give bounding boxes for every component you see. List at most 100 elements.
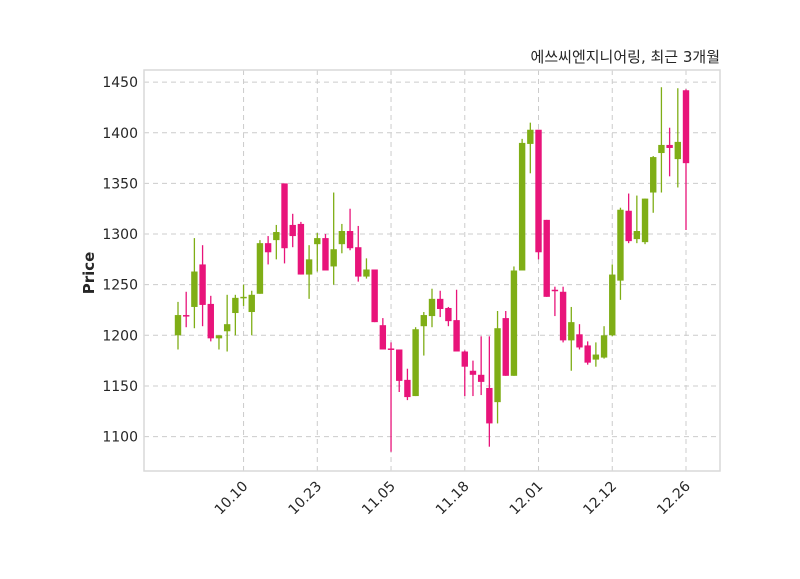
candle-body: [396, 349, 403, 381]
candle-up: [600, 326, 608, 359]
candle-down: [289, 213, 296, 248]
candle-body: [576, 334, 583, 348]
candle-body: [297, 223, 305, 275]
candle-up: [650, 156, 657, 213]
candle-up: [338, 223, 346, 254]
candle-down: [477, 336, 485, 396]
chart-title: 에쓰씨엔지니어링, 최근 3개월: [531, 48, 720, 66]
candles: [174, 87, 690, 452]
candle-body: [404, 379, 411, 398]
candle-up: [518, 138, 526, 271]
candle-down: [281, 183, 288, 264]
candle-body: [625, 210, 632, 242]
x-tick-label: 12.01: [507, 479, 547, 519]
candle-body: [633, 231, 641, 240]
y-tick-label: 1450: [102, 75, 138, 91]
candle-body: [314, 238, 321, 245]
x-tick-label: 10.10: [212, 479, 252, 519]
candle-body: [641, 198, 649, 243]
candle-body: [232, 297, 239, 314]
candle-body: [584, 345, 591, 363]
x-tick-label: 11.18: [433, 479, 473, 519]
candle-up: [658, 87, 665, 193]
candle-up: [232, 294, 239, 336]
candle-body: [346, 231, 354, 249]
candle-body: [264, 243, 272, 253]
candle-down: [584, 341, 591, 365]
candle-down: [666, 127, 673, 177]
candle-up: [609, 264, 616, 337]
candle-body: [379, 325, 387, 350]
candle-down: [182, 291, 190, 328]
candle-up: [633, 195, 641, 244]
candle-down: [543, 219, 550, 297]
y-axis-label: Price: [80, 252, 98, 295]
candle-body: [551, 289, 559, 292]
candle-down: [297, 221, 305, 275]
candle-up: [330, 192, 337, 285]
x-axis: 10.10 10.23 11.05 11.18 12.01 12.12 12.26: [212, 478, 694, 518]
candle-body: [543, 219, 550, 297]
candle-body: [617, 209, 624, 281]
candle-body: [273, 232, 280, 241]
candle-down: [682, 89, 690, 230]
candle-up: [314, 233, 321, 272]
candle-body: [240, 296, 247, 299]
candle-body: [322, 238, 329, 271]
candle-body: [486, 387, 493, 424]
candle-body: [182, 315, 190, 317]
candle-down: [396, 349, 403, 393]
y-tick-label: 1100: [102, 430, 138, 446]
candle-down: [371, 269, 378, 323]
candle-body: [207, 303, 214, 339]
candle-down: [387, 342, 395, 452]
grid-lines: [144, 70, 720, 471]
y-tick-label: 1350: [102, 176, 138, 192]
candle-up: [215, 335, 223, 350]
candle-body: [191, 271, 198, 307]
candle-body: [674, 141, 682, 160]
candle-up: [641, 198, 649, 245]
candle-body: [477, 374, 485, 382]
candle-body: [355, 247, 362, 277]
candle-body: [609, 274, 616, 336]
candle-down: [322, 234, 329, 271]
candle-body: [215, 335, 223, 339]
candle-body: [568, 322, 575, 341]
candle-down: [355, 225, 362, 282]
candle-down: [469, 360, 477, 397]
candle-body: [248, 294, 255, 313]
candle-body: [363, 269, 370, 277]
candle-up: [363, 258, 370, 279]
candle-body: [469, 370, 477, 375]
candle-body: [461, 351, 468, 367]
candle-body: [600, 335, 608, 358]
candle-down: [576, 324, 583, 350]
candle-up: [240, 284, 247, 306]
candle-body: [527, 129, 534, 144]
candle-down: [551, 286, 559, 317]
candle-body: [494, 328, 501, 403]
candle-body: [371, 269, 378, 323]
candle-body: [387, 348, 395, 350]
candle-body: [666, 144, 673, 148]
candle-down: [445, 306, 452, 327]
candle-body: [289, 224, 296, 237]
candle-body: [650, 157, 657, 193]
candle-up: [617, 207, 624, 300]
candle-body: [256, 243, 264, 294]
x-tick-label: 11.05: [359, 479, 399, 519]
candle-body: [502, 318, 509, 376]
candle-body: [559, 291, 567, 341]
candle-body: [682, 90, 690, 164]
y-tick-label: 1400: [102, 126, 138, 142]
candle-up: [305, 245, 313, 299]
candle-down: [264, 236, 272, 265]
candle-down: [379, 318, 387, 350]
candle-down: [207, 295, 214, 342]
candle-body: [174, 315, 182, 336]
candle-up: [412, 327, 419, 397]
candle-body: [330, 249, 337, 267]
candle-up: [248, 290, 255, 336]
